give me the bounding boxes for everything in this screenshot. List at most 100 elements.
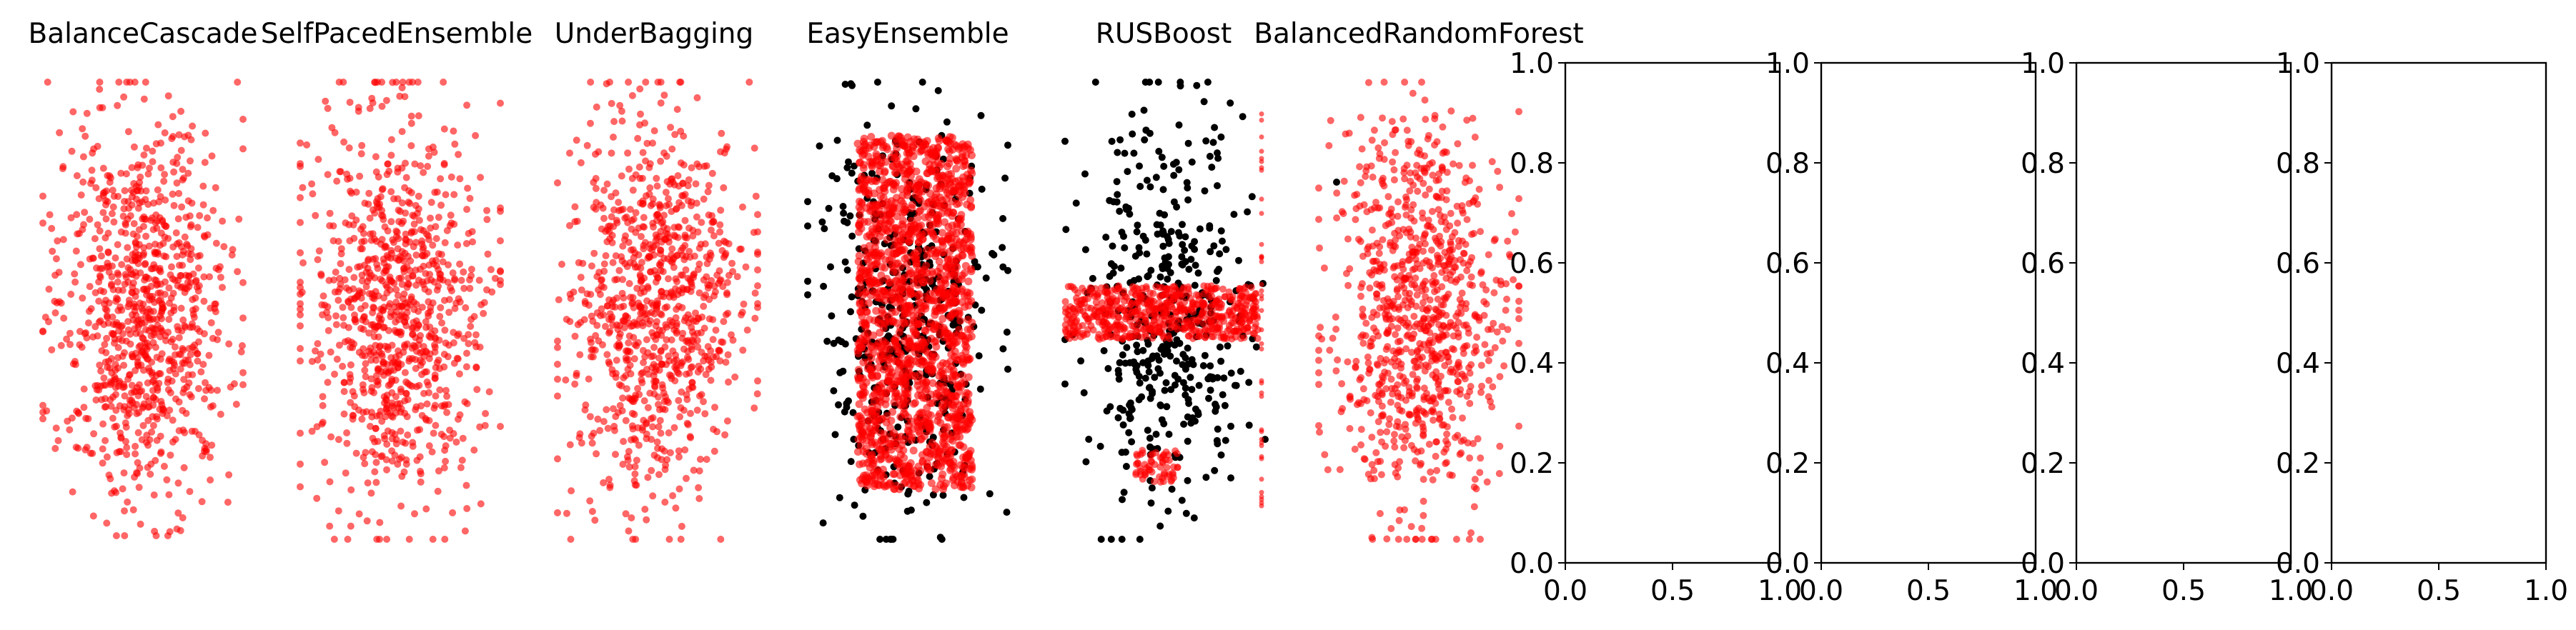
minority-point bbox=[347, 304, 355, 311]
minority-point bbox=[439, 258, 447, 266]
minority-point bbox=[577, 274, 585, 281]
majority-point bbox=[1122, 463, 1130, 470]
minority-point bbox=[414, 79, 422, 86]
minority-point bbox=[948, 376, 957, 385]
minority-point bbox=[754, 377, 761, 385]
minority-point bbox=[297, 194, 304, 201]
minority-point bbox=[956, 401, 963, 409]
minority-point bbox=[162, 336, 169, 344]
majority-point bbox=[936, 534, 944, 541]
minority-point bbox=[69, 488, 76, 496]
minority-point bbox=[878, 228, 886, 236]
minority-point bbox=[297, 429, 304, 437]
minority-point bbox=[66, 329, 74, 337]
minority-point bbox=[66, 426, 74, 434]
minority-point bbox=[680, 317, 688, 324]
minority-point bbox=[355, 510, 363, 518]
minority-point bbox=[657, 157, 665, 165]
majority-point bbox=[1113, 178, 1121, 186]
majority-point bbox=[847, 458, 855, 466]
minority-point bbox=[675, 453, 683, 461]
minority-point bbox=[881, 181, 889, 190]
minority-point bbox=[417, 162, 425, 170]
minority-point bbox=[640, 274, 648, 282]
majority-point bbox=[934, 86, 942, 94]
minority-point bbox=[443, 226, 451, 234]
minority-point bbox=[713, 428, 720, 436]
minority-point bbox=[357, 150, 365, 158]
majority-point bbox=[820, 282, 828, 290]
minority-point bbox=[122, 221, 129, 229]
majority-point bbox=[978, 185, 986, 193]
majority-point bbox=[1116, 136, 1124, 144]
minority-point bbox=[415, 205, 422, 213]
minority-point bbox=[627, 246, 635, 254]
minority-point bbox=[710, 232, 718, 240]
minority-point bbox=[188, 427, 196, 435]
minority-point bbox=[39, 415, 46, 423]
majority-point bbox=[1192, 405, 1199, 413]
minority-point bbox=[641, 506, 649, 513]
minority-point bbox=[422, 505, 430, 513]
majority-point bbox=[1118, 536, 1126, 543]
minority-point bbox=[347, 187, 354, 195]
minority-point bbox=[951, 186, 959, 195]
minority-point bbox=[394, 460, 402, 468]
minority-point bbox=[139, 334, 147, 342]
minority-point bbox=[858, 304, 867, 313]
minority-point bbox=[705, 211, 713, 219]
minority-point bbox=[901, 141, 909, 150]
minority-point bbox=[187, 393, 195, 401]
majority-point bbox=[1161, 386, 1169, 394]
minority-point bbox=[340, 410, 348, 418]
minority-point bbox=[713, 353, 720, 361]
minority-point bbox=[182, 409, 190, 417]
minority-point bbox=[179, 166, 187, 174]
minority-point bbox=[71, 278, 79, 286]
minority-point bbox=[868, 225, 876, 234]
majority-point bbox=[1175, 166, 1183, 174]
minority-point bbox=[964, 373, 973, 381]
majority-point bbox=[1175, 121, 1183, 129]
minority-point bbox=[115, 79, 123, 86]
minority-point bbox=[392, 393, 400, 401]
minority-point bbox=[681, 191, 689, 199]
minority-point bbox=[186, 488, 194, 496]
minority-point bbox=[954, 144, 963, 153]
minority-point bbox=[437, 201, 445, 209]
minority-point bbox=[360, 389, 368, 396]
minority-point bbox=[872, 202, 880, 211]
minority-point bbox=[154, 186, 162, 194]
minority-point bbox=[170, 306, 178, 314]
minority-point bbox=[341, 338, 349, 346]
minority-point bbox=[402, 230, 410, 238]
minority-point bbox=[205, 351, 213, 359]
minority-point bbox=[462, 240, 470, 247]
minority-point bbox=[643, 420, 650, 428]
minority-point bbox=[51, 271, 59, 279]
minority-point bbox=[402, 174, 410, 181]
minority-point bbox=[867, 133, 876, 141]
minority-point bbox=[619, 461, 627, 468]
majority-point bbox=[1184, 396, 1192, 404]
minority-point bbox=[112, 391, 119, 399]
minority-point bbox=[856, 441, 865, 450]
minority-point bbox=[339, 362, 347, 370]
minority-point bbox=[86, 216, 94, 223]
minority-point bbox=[452, 299, 460, 307]
minority-point bbox=[630, 411, 638, 419]
minority-point bbox=[69, 108, 77, 116]
minority-point bbox=[201, 395, 208, 403]
minority-point bbox=[362, 269, 370, 276]
minority-point bbox=[388, 447, 396, 455]
minority-point bbox=[629, 186, 637, 194]
minority-point bbox=[80, 385, 88, 393]
minority-point bbox=[314, 256, 322, 264]
minority-point bbox=[948, 400, 956, 409]
minority-point bbox=[407, 112, 415, 120]
minority-point bbox=[199, 436, 207, 444]
minority-point bbox=[630, 254, 638, 261]
minority-point bbox=[297, 163, 304, 170]
minority-point bbox=[125, 204, 133, 212]
minority-point bbox=[497, 207, 504, 215]
